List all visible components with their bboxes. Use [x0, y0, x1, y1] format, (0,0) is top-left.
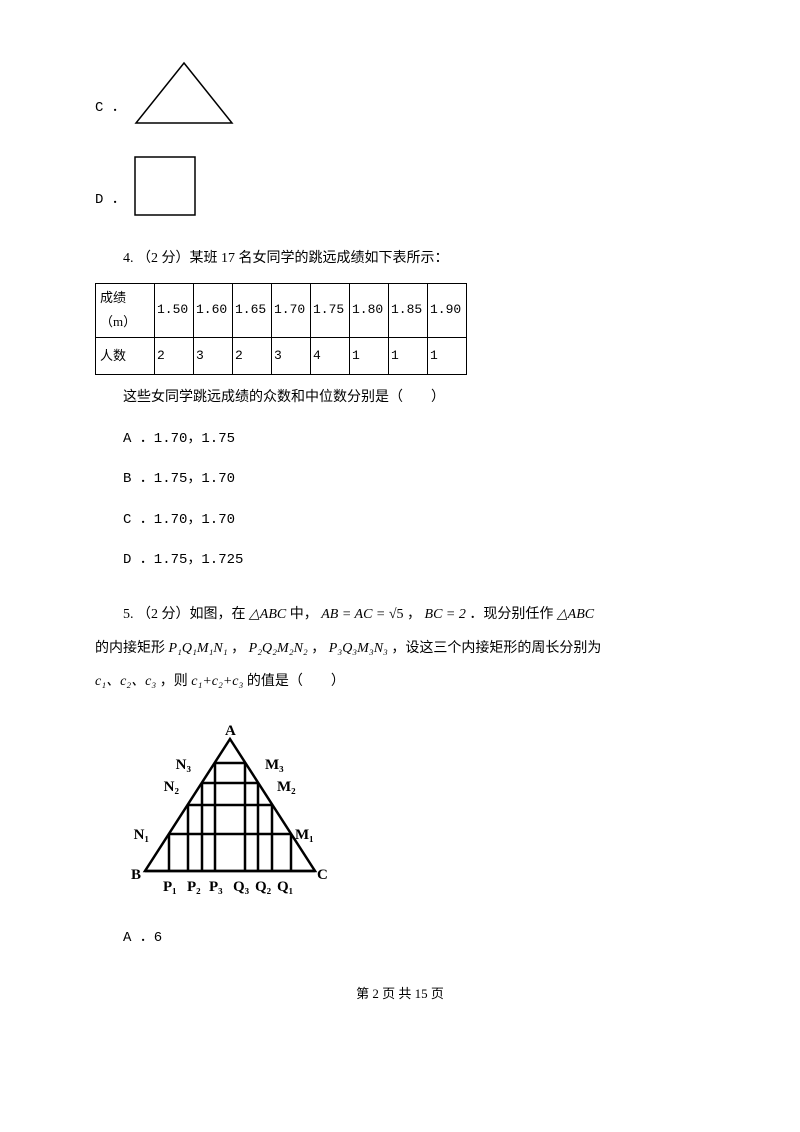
q4-cell: 1 — [389, 337, 428, 374]
q4-cell: 1.65 — [233, 283, 272, 337]
q5-tri: △ABC — [249, 607, 286, 622]
option-c-row: C ． — [95, 60, 705, 126]
page-footer: 第 2 页 共 15 页 — [95, 982, 705, 1007]
fig-label-q3: Q₃ — [233, 879, 250, 895]
q5-tri2: △ABC — [557, 607, 594, 622]
q4-option-d: D ．1.75，1.725 — [95, 547, 705, 574]
q5-text: 的内接矩形 — [95, 641, 169, 656]
q5-text: ， — [311, 641, 329, 656]
q5-eq1: AB = AC = √5 — [321, 607, 403, 622]
fig-label-q2: Q₂ — [255, 879, 272, 895]
fig-label-n1: N₁ — [134, 827, 149, 843]
fig-label-n2: N₂ — [164, 779, 180, 795]
q4-cell: 1.75 — [311, 283, 350, 337]
q4-cell: 1.50 — [155, 283, 194, 337]
q4-cell: 1.70 — [272, 283, 311, 337]
fig-label-m1: M₁ — [295, 827, 314, 843]
q5-eq2: BC = 2 — [425, 607, 466, 622]
q4-option-c: C ．1.70，1.70 — [95, 507, 705, 534]
q4-option-a: A ．1.70，1.75 — [95, 426, 705, 453]
q5-text: ，设这三个内接矩形的周长分别为 — [391, 641, 601, 656]
q5-r1: P₁Q₁M₁N₁ — [169, 641, 228, 656]
q5-option-a: A ．6 — [95, 925, 705, 952]
q5-r3: P₃Q₃M₃N₃ — [329, 641, 388, 656]
square-icon — [132, 154, 198, 218]
q5-sum: c₁+c₂+c₃ — [191, 674, 243, 689]
table-row: 成绩（m） 1.50 1.60 1.65 1.70 1.75 1.80 1.85… — [96, 283, 467, 337]
fig-label-a: A — [225, 723, 236, 739]
fig-label-n3: N₃ — [176, 757, 192, 773]
option-d-label: D ． — [95, 187, 126, 218]
fig-label-m2: M₂ — [277, 779, 296, 795]
fig-label-c: C — [317, 867, 328, 883]
q5-c123: c₁、c₂、c₃ — [95, 674, 156, 689]
q5-text: ，则 — [160, 674, 192, 689]
q4-cell: 1.85 — [389, 283, 428, 337]
q5-text: ， — [407, 607, 425, 622]
q4-cell: 1.60 — [194, 283, 233, 337]
q5-stem: 5. （2 分）如图，在 △ABC 中， AB = AC = √5 ， BC =… — [95, 598, 705, 699]
q4-cell: 4 — [311, 337, 350, 374]
q4-cell: 3 — [194, 337, 233, 374]
q4-cell: 2 — [155, 337, 194, 374]
q5-text: 5. （2 分）如图，在 — [123, 607, 249, 622]
q4-table: 成绩（m） 1.50 1.60 1.65 1.70 1.75 1.80 1.85… — [95, 283, 467, 375]
q4-cell: 1.90 — [428, 283, 467, 337]
q4-option-b: B ．1.75，1.70 — [95, 466, 705, 493]
fig-label-b: B — [131, 867, 141, 883]
q4-cell: 3 — [272, 337, 311, 374]
q4-cell: 2 — [233, 337, 272, 374]
table-row: 人数 2 3 2 3 4 1 1 1 — [96, 337, 467, 374]
fig-label-p2: P₂ — [187, 879, 201, 895]
fig-label-p3: P₃ — [209, 879, 223, 895]
q5-text: 中， — [290, 607, 322, 622]
fig-label-p1: P₁ — [163, 879, 177, 895]
fig-label-q1: Q₁ — [277, 879, 293, 895]
q5-text: ．现分别任作 — [469, 607, 557, 622]
option-c-label: C ． — [95, 95, 126, 126]
q4-cell: 1 — [428, 337, 467, 374]
option-d-row: D ． — [95, 154, 705, 218]
fig-label-m3: M₃ — [265, 757, 284, 773]
q5-text: 的值是（ ） — [247, 674, 345, 689]
q4-stem: 4. （2 分）某班 17 名女同学的跳远成绩如下表所示： — [95, 246, 705, 273]
q4-cell: 1.80 — [350, 283, 389, 337]
q5-text: ， — [231, 641, 249, 656]
page: C ． D ． 4. （2 分）某班 17 名女同学的跳远成绩如下表所示： 成绩… — [0, 0, 800, 1047]
q4-substem: 这些女同学跳远成绩的众数和中位数分别是（ ） — [95, 385, 705, 412]
q4-row1-head: 成绩（m） — [96, 283, 155, 337]
q5-r2: P₂Q₂M₂N₂ — [249, 641, 308, 656]
q4-row2-head: 人数 — [96, 337, 155, 374]
q4-cell: 1 — [350, 337, 389, 374]
q5-figure: A B C N₃ N₂ N₁ M₃ M₂ M₁ P₁ P₂ P₃ Q₃ Q₂ Q… — [125, 721, 705, 912]
triangle-icon — [132, 60, 236, 126]
